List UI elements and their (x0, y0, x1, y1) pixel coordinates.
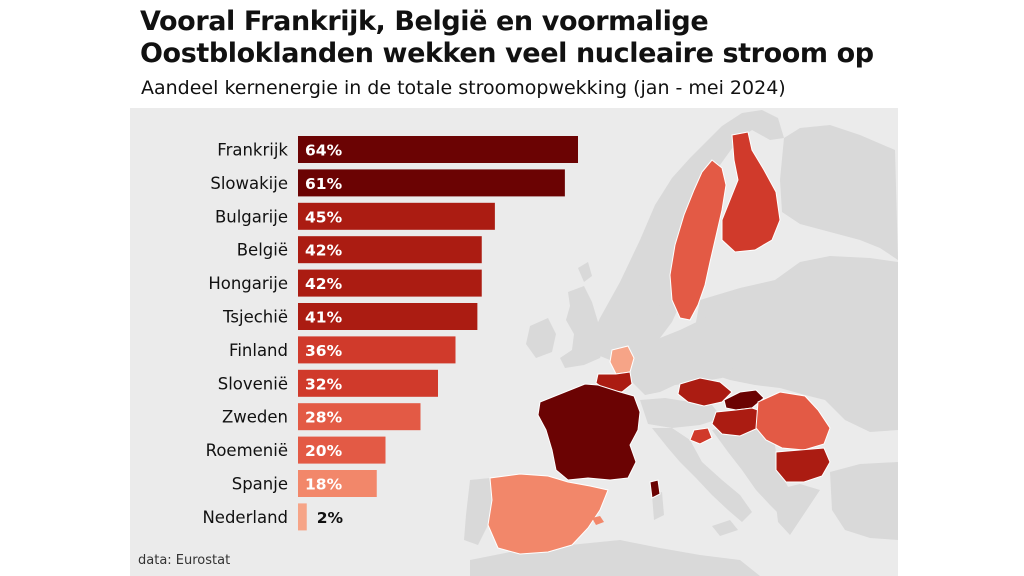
source-note: data: Eurostat (138, 553, 231, 568)
category-label: Bulgarije (215, 207, 288, 226)
bar (298, 236, 482, 264)
map-russia-north (780, 125, 898, 260)
value-label: 42% (305, 275, 343, 293)
chart-title: Vooral Frankrijk, België en voormalige O… (140, 6, 874, 69)
bar-group: Frankrijk 64% Slowakije 61% Bulgarije 45% Belg… (202, 136, 578, 531)
value-label: 18% (305, 476, 343, 494)
map-sicily (712, 520, 738, 536)
map-country-france (537, 383, 641, 481)
category-label: Tsjechië (222, 308, 288, 327)
value-label: 32% (305, 375, 343, 393)
value-label: 42% (305, 242, 343, 260)
map-great-britain (560, 286, 606, 368)
bar (298, 136, 578, 163)
map-sardinia (652, 492, 664, 520)
map-country-netherlands (609, 345, 635, 375)
map-scotland-islands (578, 262, 592, 282)
category-label: Frankrijk (217, 141, 288, 160)
bar (298, 369, 438, 397)
map-country-bulgaria (775, 447, 831, 483)
map-italy (652, 428, 752, 522)
bar-chart: Frankrijk 64% Slowakije 61% Bulgarije 45% Belg… (202, 136, 578, 531)
map-ireland (526, 318, 556, 358)
map-country-corsica (649, 479, 661, 499)
value-label: 36% (305, 342, 343, 360)
bar (298, 202, 495, 230)
map-country-romania (755, 391, 831, 451)
map-eastern-europe (690, 256, 898, 432)
map-central-europe (628, 312, 745, 395)
bar (298, 436, 386, 464)
value-label: 2% (317, 509, 344, 527)
value-label: 20% (305, 442, 343, 460)
category-label: Slowakije (210, 174, 288, 193)
bar (298, 403, 421, 431)
category-label: België (237, 241, 288, 260)
map-turkey (830, 462, 898, 540)
map-denmark (638, 292, 660, 328)
map-highlighted-countries (487, 131, 831, 555)
map-country-spain (487, 473, 609, 555)
category-label: Finland (229, 341, 288, 360)
value-label: 61% (305, 175, 343, 193)
value-label: 45% (305, 208, 343, 226)
map-portugal (464, 478, 492, 545)
value-label: 64% (305, 142, 343, 160)
category-label: Roemenië (206, 441, 288, 460)
category-label: Zweden (222, 408, 288, 427)
category-label: Slovenië (218, 374, 288, 393)
bar (298, 336, 456, 364)
bar (298, 503, 307, 531)
bar (298, 269, 482, 297)
bar (298, 470, 377, 497)
bar (298, 169, 565, 197)
map-country-czechia (677, 377, 733, 407)
map-country-finland (721, 131, 781, 253)
value-label: 28% (305, 409, 343, 427)
map-country-balearics (592, 516, 604, 525)
map-country-sweden (669, 159, 727, 321)
map-country-slovenia (689, 427, 713, 445)
category-label: Spanje (232, 475, 288, 494)
map-greece (775, 484, 820, 535)
category-label: Nederland (202, 508, 288, 527)
value-label: 41% (305, 309, 343, 327)
chart-subtitle: Aandeel kernenergie in de totale stroomo… (141, 77, 786, 99)
category-label: Hongarije (208, 274, 288, 293)
bar (298, 303, 478, 330)
